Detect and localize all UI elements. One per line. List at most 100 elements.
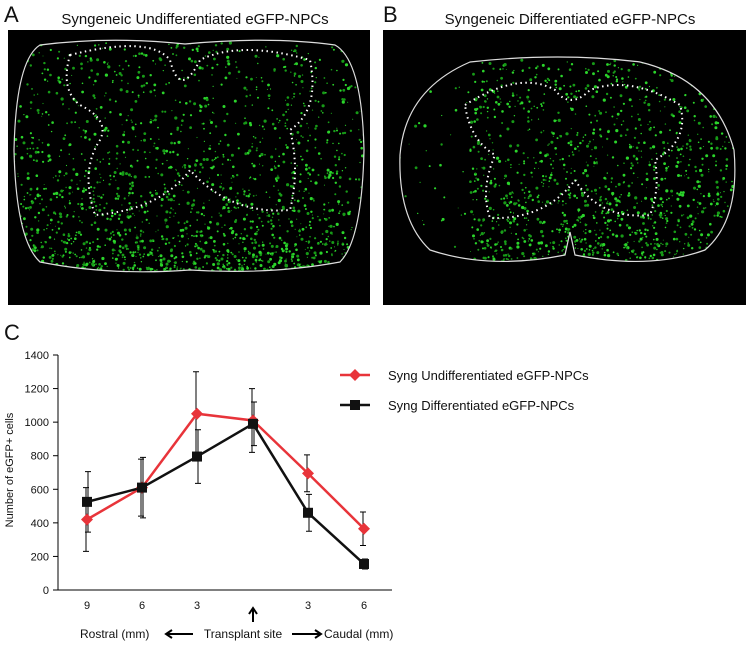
speckle — [78, 54, 81, 58]
speckle — [42, 55, 44, 57]
speckle — [317, 215, 319, 218]
speckle — [252, 136, 255, 138]
speckle — [308, 173, 312, 176]
speckle — [61, 195, 64, 199]
speckle — [101, 47, 103, 49]
speckle — [145, 218, 148, 221]
speckle — [606, 227, 609, 230]
speckle — [700, 173, 704, 177]
speckle — [93, 132, 97, 136]
speckle — [597, 242, 600, 245]
speckle — [613, 123, 616, 126]
speckle — [355, 112, 358, 114]
speckle — [258, 250, 262, 254]
speckle — [72, 157, 75, 160]
speckle — [23, 114, 25, 116]
speckle — [50, 247, 53, 250]
speckle — [169, 198, 173, 202]
speckle — [527, 110, 530, 113]
speckle — [229, 226, 233, 230]
speckle — [193, 102, 197, 106]
speckle — [119, 163, 121, 165]
speckle — [566, 184, 569, 186]
speckle — [290, 162, 293, 164]
speckle — [568, 194, 571, 197]
speckle — [267, 214, 271, 217]
speckle — [343, 236, 347, 240]
speckle — [310, 180, 312, 182]
speckle — [505, 257, 508, 260]
speckle — [173, 142, 176, 145]
speckle — [188, 250, 192, 254]
speckle — [49, 247, 51, 249]
speckle — [600, 235, 603, 239]
speckle — [149, 267, 153, 271]
speckle — [132, 128, 135, 131]
speckle — [543, 93, 546, 95]
speckle — [305, 149, 309, 153]
speckle — [99, 203, 101, 206]
speckle — [501, 122, 504, 124]
speckle — [344, 167, 347, 169]
speckle — [552, 247, 555, 250]
speckle — [72, 66, 75, 70]
speckle — [20, 156, 24, 160]
speckle — [615, 185, 617, 188]
speckle — [242, 237, 246, 241]
speckle — [338, 185, 342, 188]
speckle — [647, 212, 649, 214]
speckle — [68, 192, 71, 195]
speckle — [639, 98, 641, 101]
speckle — [318, 218, 322, 222]
speckle — [550, 173, 553, 177]
speckle — [219, 185, 222, 189]
speckle — [222, 187, 225, 190]
speckle — [480, 88, 484, 92]
speckle — [417, 212, 419, 215]
speckle — [497, 102, 501, 106]
speckle — [351, 226, 353, 229]
speckle — [132, 212, 134, 215]
speckle — [335, 222, 339, 226]
speckle — [290, 104, 292, 106]
speckle — [302, 197, 304, 199]
speckle — [51, 257, 54, 260]
speckle — [710, 146, 713, 150]
speckle — [595, 193, 597, 195]
speckle — [584, 134, 587, 136]
speckle — [315, 77, 317, 79]
speckle — [517, 238, 519, 241]
speckle — [665, 217, 669, 221]
speckle — [554, 83, 557, 86]
speckle — [111, 81, 114, 84]
speckle — [333, 246, 335, 248]
speckle — [299, 124, 303, 128]
speckle — [297, 209, 301, 213]
speckle — [145, 205, 147, 207]
speckle — [542, 101, 545, 104]
speckle — [312, 256, 316, 260]
speckle — [252, 262, 255, 266]
speckle — [140, 257, 142, 259]
speckle — [631, 164, 634, 167]
y-axis-label: Number of eGFP+ cells — [4, 412, 16, 527]
speckle — [557, 202, 559, 204]
y-tick-label: 1200 — [25, 384, 49, 396]
speckle — [637, 113, 639, 116]
speckle — [260, 152, 264, 157]
speckle — [521, 252, 525, 256]
speckle — [204, 104, 208, 108]
speckle — [89, 57, 93, 60]
speckle — [96, 267, 99, 270]
speckle — [476, 118, 479, 121]
speckle — [709, 115, 712, 118]
speckle — [119, 88, 123, 92]
speckle — [112, 79, 114, 82]
speckle — [324, 218, 328, 221]
speckle — [643, 212, 647, 216]
speckle — [188, 57, 191, 61]
axis-annotation: Caudal (mm) — [324, 627, 393, 641]
speckle — [540, 105, 543, 107]
speckle — [632, 63, 635, 66]
speckle — [251, 145, 254, 148]
